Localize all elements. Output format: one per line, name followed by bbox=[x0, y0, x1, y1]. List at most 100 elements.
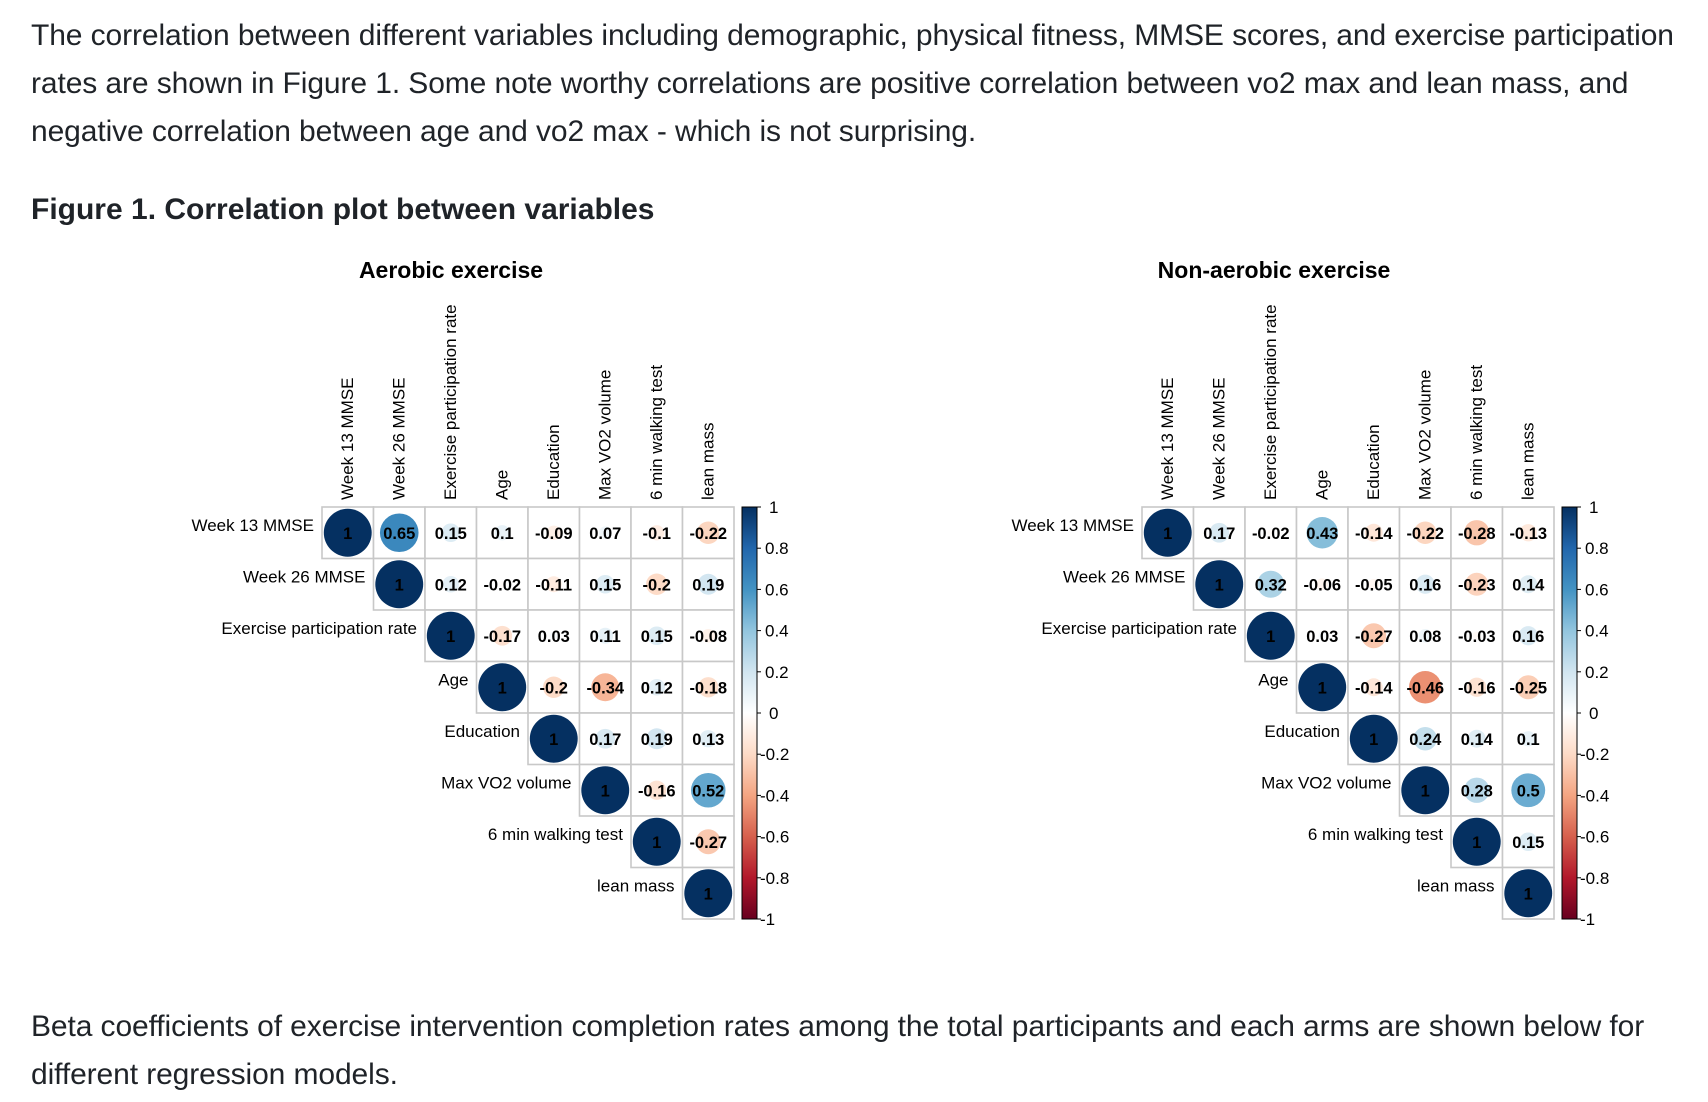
colorbar-tick-label: 1 bbox=[1589, 498, 1598, 517]
corr-circle bbox=[1511, 773, 1546, 808]
corr-circle bbox=[1467, 729, 1486, 748]
corr-value-label: 1 bbox=[1369, 731, 1378, 749]
corr-value-label: 1 bbox=[498, 679, 507, 697]
cell-border bbox=[1501, 506, 1555, 560]
corr-circle bbox=[598, 526, 612, 540]
row-label: Max VO2 volume bbox=[1261, 773, 1391, 792]
corr-circle bbox=[442, 575, 460, 593]
colorbar-tick-label: -0.8 bbox=[1580, 869, 1609, 888]
colorbar-tick-label: -1 bbox=[760, 910, 775, 929]
corr-cell: -0.27 bbox=[1347, 609, 1401, 663]
column-label: Week 13 MMSE bbox=[338, 377, 357, 500]
colorbar-tick-label: 0 bbox=[769, 704, 778, 723]
corr-circle bbox=[478, 663, 527, 712]
corr-circle bbox=[698, 677, 719, 698]
corr-cell: 0.1 bbox=[1501, 712, 1555, 766]
corr-cell: -0.22 bbox=[1398, 506, 1452, 560]
figure-heading: Figure 1. Correlation plot between varia… bbox=[31, 193, 655, 226]
corr-value-label: -0.18 bbox=[689, 679, 727, 697]
corrplot-non-aerobic: Non-aerobic exercise Week 13 MMSE Week 26 … bbox=[1011, 257, 1609, 929]
corr-cell: 1 bbox=[1295, 660, 1349, 714]
corr-value-label: 0.52 bbox=[692, 782, 724, 800]
corr-cell: 0.13 bbox=[681, 712, 735, 766]
corr-cell: 0.12 bbox=[424, 557, 478, 611]
corr-cell: 1 bbox=[1141, 506, 1195, 560]
corr-circle bbox=[1452, 817, 1501, 866]
colorbar-tick-label: -0.2 bbox=[760, 745, 789, 764]
corr-circle bbox=[323, 508, 372, 557]
column-label: Max VO2 volume bbox=[595, 370, 614, 500]
corr-value-label: -0.27 bbox=[689, 834, 727, 852]
corr-circle bbox=[597, 627, 614, 644]
corr-cell: 0.08 bbox=[1398, 609, 1452, 663]
corr-circle bbox=[426, 611, 475, 660]
cell-border bbox=[681, 660, 735, 714]
corr-value-label: -0.2 bbox=[643, 576, 671, 594]
corr-cell: 0.19 bbox=[681, 557, 735, 611]
corr-cell: 0.15 bbox=[630, 609, 684, 663]
corr-value-label: -0.17 bbox=[483, 628, 521, 646]
row-label: Exercise participation rate bbox=[1041, 619, 1237, 638]
corr-circle bbox=[1368, 578, 1380, 590]
corr-value-label: -0.09 bbox=[535, 525, 573, 543]
corr-circle bbox=[498, 580, 506, 588]
corr-circle bbox=[1209, 522, 1230, 543]
colorbar-tick-label: -1 bbox=[1580, 910, 1595, 929]
corr-value-label: 1 bbox=[1163, 525, 1172, 543]
corr-circle bbox=[529, 714, 578, 763]
colorbar-tick-label: 0.6 bbox=[765, 580, 789, 599]
corr-value-label: 0.32 bbox=[1255, 576, 1287, 594]
corr-circle bbox=[595, 574, 615, 594]
column-label: Max VO2 volume bbox=[1415, 370, 1434, 500]
corr-cell: 1 bbox=[372, 557, 426, 611]
row-label: lean mass bbox=[597, 876, 674, 895]
colorbar bbox=[1561, 506, 1578, 920]
corr-value-label: -0.05 bbox=[1355, 576, 1393, 594]
corr-cell: -0.16 bbox=[1450, 660, 1504, 714]
corr-cell: -0.22 bbox=[681, 506, 735, 560]
corr-value-label: 0.14 bbox=[1512, 576, 1545, 594]
corr-value-label: 1 bbox=[1524, 885, 1533, 903]
cell-border bbox=[1450, 557, 1504, 611]
row-label: Age bbox=[1258, 670, 1288, 689]
column-label: Exercise participation rate bbox=[441, 304, 460, 500]
corr-circle bbox=[697, 521, 720, 544]
corr-value-label: 0.03 bbox=[1306, 628, 1338, 646]
corr-value-label: -0.22 bbox=[1406, 525, 1444, 543]
corr-circle bbox=[1518, 832, 1538, 852]
colorbar-tick-label: 0.4 bbox=[765, 622, 789, 641]
corr-cell: -0.14 bbox=[1347, 506, 1401, 560]
corr-cell: 0.19 bbox=[630, 712, 684, 766]
corr-circle bbox=[1464, 520, 1490, 546]
row-label: Week 26 MMSE bbox=[1063, 567, 1186, 586]
colorbar-tick-label: -0.2 bbox=[1580, 745, 1609, 764]
colorbar-tick-label: 1 bbox=[769, 498, 778, 517]
corr-circle bbox=[375, 560, 424, 609]
colorbar-tick-label: -0.6 bbox=[760, 828, 789, 847]
corr-value-label: 1 bbox=[601, 782, 610, 800]
corr-cell: -0.34 bbox=[578, 660, 632, 714]
corr-circle bbox=[1465, 572, 1489, 596]
corr-circle bbox=[1472, 631, 1481, 640]
corr-value-label: 0.65 bbox=[383, 525, 415, 543]
corr-cell: 1 bbox=[1450, 815, 1504, 869]
corr-cell: -0.06 bbox=[1295, 557, 1349, 611]
corr-cell: 0.17 bbox=[1192, 506, 1246, 560]
corr-circle bbox=[695, 829, 721, 855]
column-label: Week 13 MMSE bbox=[1158, 377, 1177, 500]
corr-value-label: 1 bbox=[1266, 628, 1275, 646]
corr-circle bbox=[646, 728, 668, 750]
corr-cell: 1 bbox=[578, 763, 632, 817]
corr-value-label: 1 bbox=[1421, 782, 1430, 800]
corr-value-label: 0.17 bbox=[589, 731, 621, 749]
corr-value-label: -0.46 bbox=[1406, 679, 1444, 697]
corr-circle bbox=[1516, 675, 1541, 700]
corr-circle bbox=[1316, 578, 1329, 591]
corr-value-label: 0.16 bbox=[1409, 576, 1441, 594]
corr-cell: -0.46 bbox=[1398, 660, 1452, 714]
column-label: Age bbox=[492, 470, 511, 500]
colorbar-tick-label: -0.6 bbox=[1580, 828, 1609, 847]
corr-cell: 1 bbox=[1398, 763, 1452, 817]
corr-value-label: 0.17 bbox=[1203, 525, 1235, 543]
corr-cell: 0.28 bbox=[1450, 763, 1504, 817]
